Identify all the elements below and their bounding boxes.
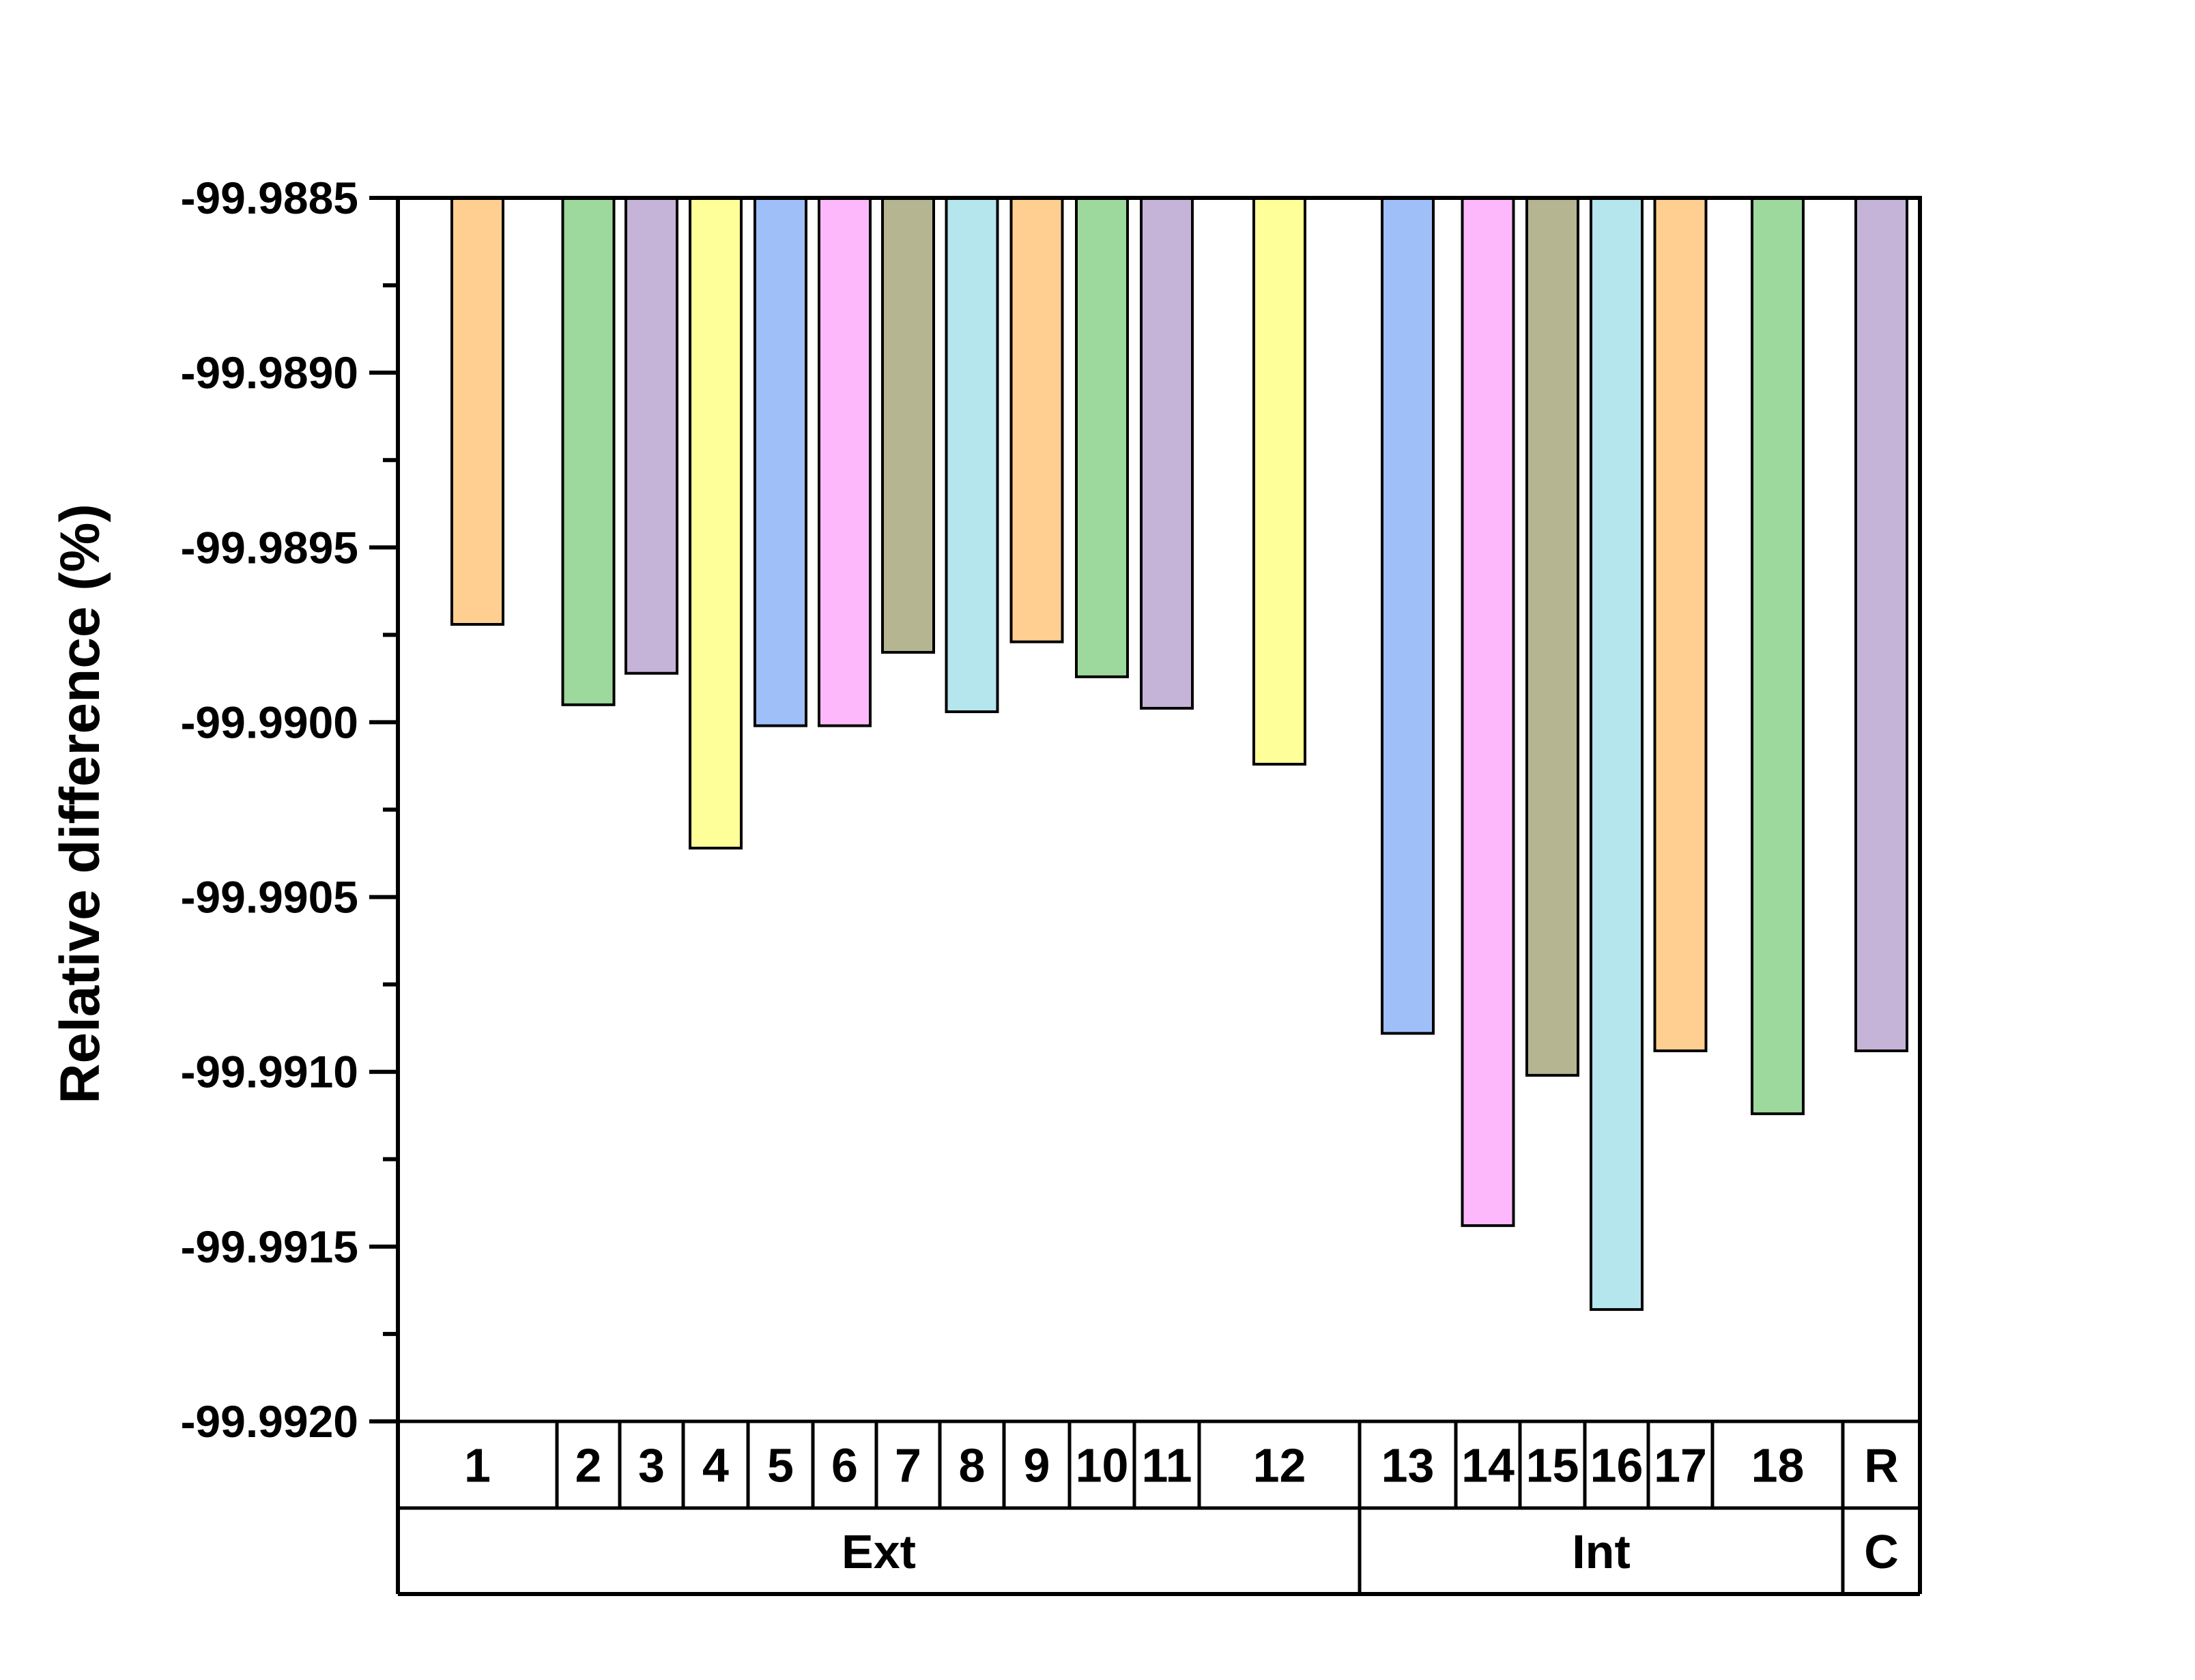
category-label-6: 6 [831,1439,858,1492]
category-label-R: R [1864,1439,1899,1492]
category-label-12: 12 [1253,1439,1306,1492]
bar-4 [689,197,743,850]
y-tick-label: -99.9910 [180,1047,358,1097]
bar-10 [1075,197,1129,678]
axes-layer: -99.9885 -99.9890 -99.9895 -99.9900 -99.9905… [180,173,1922,1594]
category-label-1: 1 [464,1439,491,1492]
category-label-8: 8 [959,1439,986,1492]
y-tick-label: -99.9905 [180,872,358,923]
category-label-15: 15 [1526,1439,1579,1492]
group-label-ext: Ext [842,1525,916,1578]
category-label-3: 3 [638,1439,665,1492]
y-axis-title: Relative difference (%) [49,504,111,1104]
bar-13 [1381,197,1435,1035]
category-label-5: 5 [767,1439,794,1492]
category-label-13: 13 [1381,1439,1435,1492]
category-label-14: 14 [1461,1439,1515,1492]
bar-11 [1140,197,1194,710]
y-tick-label: -99.9895 [180,522,358,573]
y-tick-label: -99.9890 [180,347,358,398]
bar-5 [754,197,807,727]
category-label-9: 9 [1024,1439,1050,1492]
y-tick-label: -99.9920 [180,1396,358,1447]
bar-9 [1009,197,1064,643]
y-tick-label: -99.9885 [180,173,358,223]
bar-6 [818,197,872,727]
y-tick-label: -99.9900 [180,697,358,747]
bar-17 [1653,197,1708,1052]
category-label-17: 17 [1654,1439,1707,1492]
category-label-2: 2 [575,1439,602,1492]
category-label-10: 10 [1076,1439,1129,1492]
bar-1 [450,197,504,626]
category-label-11: 11 [1142,1439,1192,1492]
bar-18 [1751,197,1805,1116]
bar-2 [561,197,616,706]
bars-layer [450,197,1908,1312]
bar-7 [881,197,935,654]
bar-14 [1461,197,1515,1228]
y-tick-label: -99.9915 [180,1221,358,1272]
category-label-4: 4 [702,1439,729,1492]
bar-12 [1252,197,1306,766]
category-label-16: 16 [1590,1439,1644,1492]
bar-R [1854,197,1908,1052]
category-label-7: 7 [895,1439,921,1492]
bar-16 [1590,197,1644,1312]
category-label-18: 18 [1751,1439,1805,1492]
group-label-c: C [1864,1525,1899,1578]
bar-3 [625,197,678,675]
group-label-int: Int [1572,1525,1631,1578]
bar-8 [945,197,999,714]
bar-15 [1525,197,1579,1077]
